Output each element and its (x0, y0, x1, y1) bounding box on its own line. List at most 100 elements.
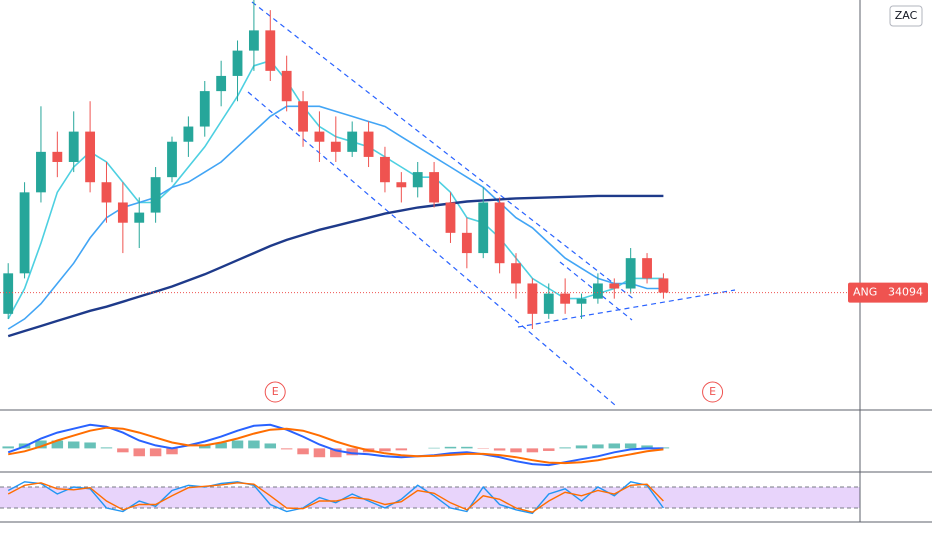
histogram-bar (51, 440, 64, 449)
histogram-bar (608, 443, 621, 449)
macd-line (7, 423, 664, 467)
histogram-bar (199, 444, 211, 449)
histogram-bar (461, 446, 473, 449)
last-price-box (848, 282, 928, 303)
candle-body (429, 172, 440, 203)
histogram-bar (35, 440, 47, 449)
candle-body (232, 50, 243, 76)
histogram-bar (100, 447, 113, 449)
candle-body (461, 232, 472, 254)
candle-body (347, 131, 358, 152)
earnings-marker (264, 381, 286, 403)
candle-body (216, 75, 227, 92)
candle-body (3, 273, 14, 314)
histogram-bar (2, 446, 14, 449)
candle-body (52, 151, 63, 162)
histogram-bar (641, 445, 653, 449)
histogram-bar (248, 440, 260, 449)
histogram-bar (84, 442, 96, 449)
histogram-bar (543, 448, 555, 451)
histogram-bar (133, 448, 145, 457)
earnings-label: E (272, 385, 279, 398)
candle-body (281, 70, 292, 102)
histogram-bar (526, 448, 539, 453)
histogram-bar (444, 446, 457, 449)
candle-body (625, 258, 636, 289)
candle-body (68, 131, 79, 162)
histogram-bar (657, 447, 670, 449)
candle-body (658, 278, 669, 293)
label-layer: ANG 34094 E E (264, 282, 928, 403)
histogram-bar (231, 440, 244, 449)
candle-body (380, 156, 390, 183)
candle-body (248, 30, 259, 51)
signal-line (8, 426, 664, 465)
earnings-label: E (709, 385, 716, 398)
band-fill (0, 487, 860, 508)
candle-body (183, 126, 194, 142)
histogram-bar (297, 448, 309, 455)
candle-body (298, 101, 308, 132)
histogram-bar (149, 448, 162, 457)
candle-body (85, 131, 96, 183)
candle-body (167, 141, 177, 178)
candle-body (265, 30, 276, 71)
candle-body (494, 202, 505, 264)
histogram-bar (428, 447, 440, 449)
candle-body (330, 141, 341, 152)
histogram-bar (166, 448, 178, 455)
histogram-bar (395, 448, 408, 451)
histogram-bar (264, 443, 277, 449)
pane-frame: ZAC (0, 0, 932, 523)
candle-body (36, 151, 46, 193)
histogram-bar (215, 442, 227, 449)
histogram-bar (575, 445, 588, 449)
histogram-bar (592, 444, 604, 449)
candle-body (527, 283, 538, 314)
candle-body (117, 202, 128, 223)
candle-body (363, 131, 374, 157)
candle-body (609, 283, 620, 289)
last-price-symbol: ANG (853, 286, 877, 299)
band-layer (0, 486, 860, 509)
histogram-bar (379, 448, 391, 452)
candle-body (445, 202, 456, 233)
histogram-bar (117, 448, 129, 453)
moving-average (7, 194, 664, 338)
candle-body (314, 131, 325, 142)
candle-body (412, 172, 423, 188)
histogram-bar (280, 448, 293, 450)
candle-body (396, 182, 407, 188)
trend-line (517, 289, 736, 328)
candle-body (560, 293, 571, 304)
data-layer (0, 0, 860, 515)
candle-body (150, 177, 161, 213)
symbol-box[interactable] (889, 5, 923, 27)
candle-body (134, 212, 145, 223)
histogram-bar (510, 448, 522, 453)
histogram-bar (559, 447, 571, 449)
candle-body (576, 298, 587, 304)
earnings-marker (702, 381, 724, 403)
histogram-bar (67, 441, 80, 449)
candle-body (642, 258, 652, 279)
candle-body (478, 202, 489, 254)
oscillator-line (7, 482, 664, 513)
candle-body (592, 283, 603, 299)
oscillator-line (7, 481, 664, 515)
histogram-bar (493, 448, 506, 451)
histogram-bar (346, 448, 358, 456)
candle-body (19, 192, 30, 274)
candle-body (199, 91, 210, 127)
moving-average (7, 105, 664, 330)
histogram-bar (313, 448, 326, 458)
candle-body (511, 263, 521, 284)
candle-body (101, 182, 112, 203)
symbol[interactable]: ZAC (895, 9, 918, 22)
candle-body (543, 293, 554, 314)
histogram-bar (330, 448, 342, 458)
histogram-bar (624, 443, 637, 449)
last-price-value: 34094 (888, 286, 923, 299)
